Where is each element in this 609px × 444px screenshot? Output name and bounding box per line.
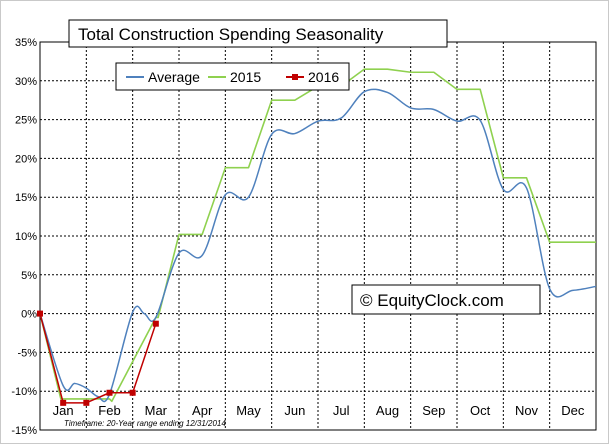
x-tick-label: Jul — [333, 403, 350, 418]
legend-label-2015: 2015 — [230, 69, 261, 85]
y-axis-ticks: 35% 30% 25% 20% 15% 10% 5% 0% -5% -10% -15% — [11, 37, 37, 437]
series-point-2016 — [129, 389, 136, 396]
copyright-box: © EquityClock.com — [351, 284, 541, 315]
y-tick-label: 35% — [15, 37, 37, 49]
x-tick-label: Feb — [98, 403, 120, 418]
y-tick-label: -10% — [11, 386, 37, 398]
x-tick-label: Dec — [561, 403, 585, 418]
y-tick-label: -15% — [11, 425, 37, 437]
y-tick-label: 25% — [15, 115, 37, 127]
x-tick-label: Apr — [192, 403, 213, 418]
x-tick-label: Sep — [422, 403, 445, 418]
series-line-2015 — [39, 68, 596, 403]
y-tick-label: 30% — [15, 76, 37, 88]
title-box: Total Construction Spending Seasonality — [68, 19, 448, 48]
legend-label-2016: 2016 — [308, 69, 339, 85]
series-line-average — [39, 88, 597, 403]
x-tick-label: Jun — [284, 403, 305, 418]
x-tick-label: Aug — [376, 403, 399, 418]
y-tick-label: 15% — [15, 192, 37, 204]
y-tick-label: 10% — [15, 231, 37, 243]
x-tick-label: Nov — [515, 403, 539, 418]
x-axis-months: Jan Feb Mar Apr May Jun Jul Aug Sep Oct Nov Dec — [53, 403, 585, 418]
y-tick-label: 0% — [21, 309, 37, 321]
x-tick-label: Oct — [470, 403, 491, 418]
legend: Average 2015 2016 — [115, 62, 350, 91]
legend-label-average: Average — [148, 69, 200, 85]
copyright-label: © EquityClock.com — [360, 291, 504, 310]
x-tick-label: Jan — [53, 403, 74, 418]
series-lines — [37, 68, 597, 406]
timeframe-note: Timeframe: 20-Year range ending 12/31/20… — [64, 419, 226, 428]
series-line-2016 — [39, 313, 157, 404]
series-point-2016 — [83, 399, 90, 406]
series-point-2016 — [106, 389, 113, 396]
y-tick-label: 20% — [15, 153, 37, 165]
legend-marker-2016 — [292, 74, 298, 80]
y-tick-label: 5% — [21, 270, 37, 282]
series-point-2016 — [37, 310, 43, 317]
series-point-2016 — [152, 320, 159, 327]
x-tick-label: Mar — [145, 403, 168, 418]
chart-title: Total Construction Spending Seasonality — [78, 25, 384, 44]
series-point-2016 — [60, 399, 67, 406]
y-tick-label: -5% — [17, 347, 37, 359]
x-tick-label: May — [236, 403, 261, 418]
